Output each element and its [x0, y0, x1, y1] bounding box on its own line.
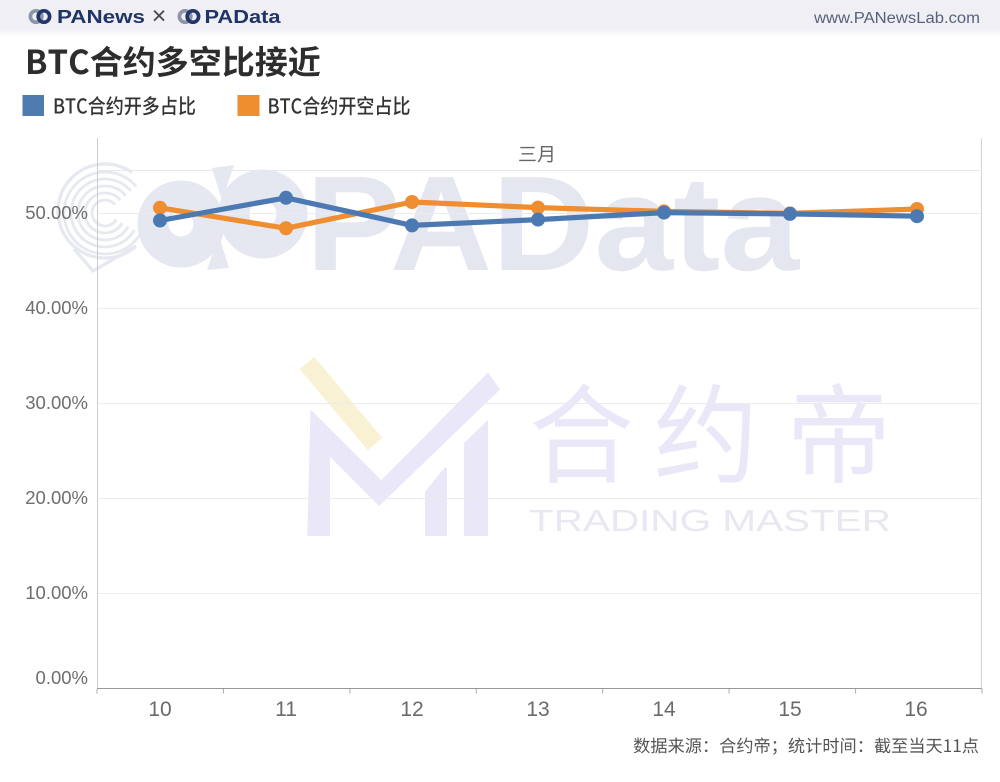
- svg-text:0.00%: 0.00%: [36, 667, 88, 688]
- svg-text:13: 13: [526, 698, 549, 721]
- svg-text:PAData: PAData: [306, 149, 800, 299]
- svg-text:×: ×: [152, 2, 167, 30]
- svg-text:15: 15: [778, 698, 801, 721]
- svg-text:14: 14: [652, 698, 676, 721]
- svg-text:10: 10: [148, 698, 171, 721]
- svg-text:16: 16: [904, 698, 927, 721]
- svg-text:PAData: PAData: [205, 6, 282, 27]
- svg-text:20.00%: 20.00%: [25, 487, 88, 508]
- svg-text:11: 11: [275, 698, 297, 721]
- svg-text:50.00%: 50.00%: [25, 202, 88, 223]
- svg-text:PANews: PANews: [57, 6, 145, 27]
- svg-text:10.00%: 10.00%: [25, 582, 88, 603]
- svg-text:30.00%: 30.00%: [25, 392, 88, 413]
- svg-text:12: 12: [400, 698, 423, 721]
- svg-text:40.00%: 40.00%: [25, 297, 88, 318]
- svg-text:www.PANewsLab.com: www.PANewsLab.com: [813, 10, 980, 27]
- svg-text:TRADING MASTER: TRADING MASTER: [529, 503, 891, 538]
